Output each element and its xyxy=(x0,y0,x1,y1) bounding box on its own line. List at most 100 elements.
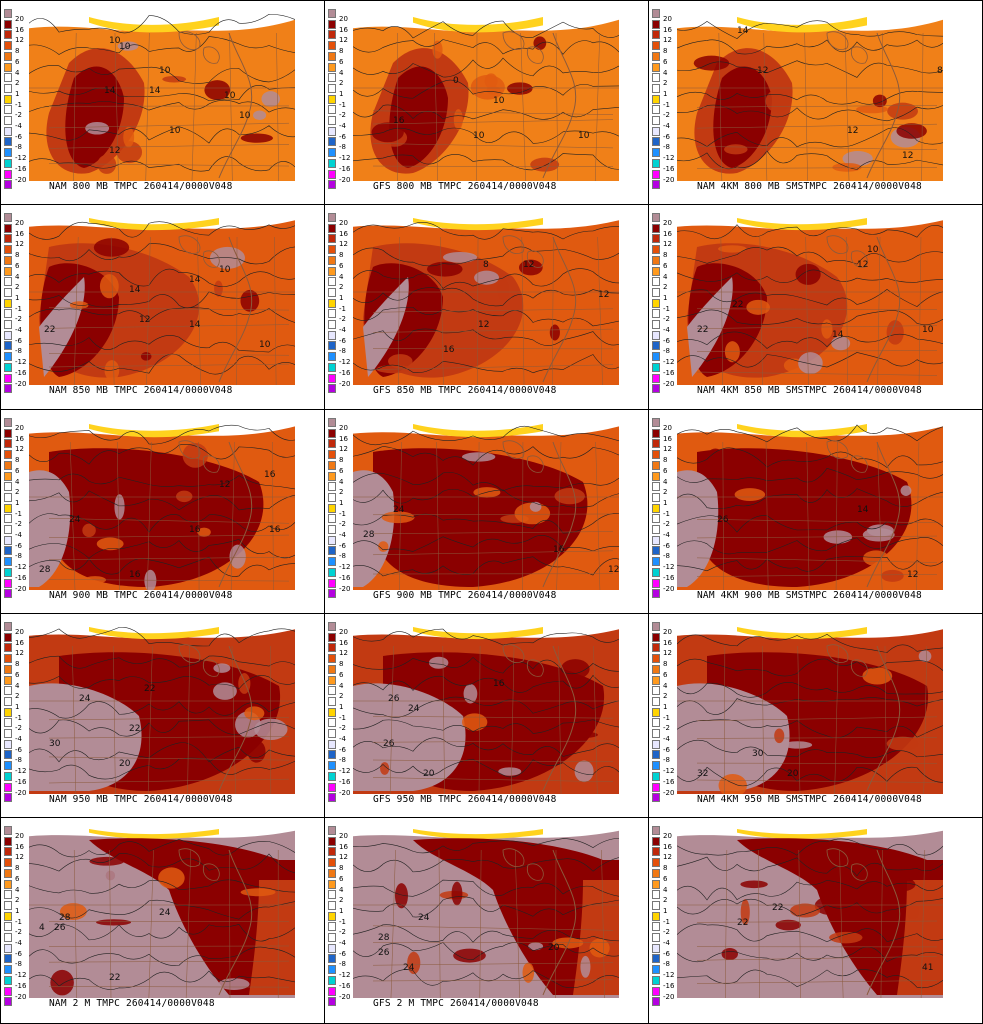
lake-outline xyxy=(850,455,868,473)
legend-swatch xyxy=(328,428,336,438)
state-line xyxy=(696,920,938,923)
field-blob xyxy=(765,89,791,113)
legend-label: 4 xyxy=(15,477,20,486)
legend-label: 12 xyxy=(339,853,348,862)
contour-label: 4 xyxy=(39,923,45,933)
lake-outline xyxy=(178,848,201,867)
legend-swatch xyxy=(328,83,336,93)
legend-swatch xyxy=(328,718,336,728)
contour-label: 8 xyxy=(483,260,489,270)
state-line xyxy=(230,441,235,590)
state-line xyxy=(696,146,938,150)
legend-label: 12 xyxy=(663,36,672,45)
field-blob xyxy=(428,656,449,669)
field-blob xyxy=(123,955,132,967)
legend-label: -20 xyxy=(663,992,675,1001)
field-blob xyxy=(140,351,152,361)
state-line xyxy=(48,163,290,167)
panel-caption: NAM 4KM 950 MB SMSTMPC 260414/0000V048 xyxy=(697,794,922,805)
field-blob xyxy=(821,319,833,339)
isotherm-contour xyxy=(677,488,943,510)
legend-label: -20 xyxy=(15,992,27,1001)
legend-label: -2 xyxy=(339,520,346,529)
isotherm-contour xyxy=(29,156,295,172)
legend-swatch xyxy=(652,73,660,83)
lake-outline xyxy=(202,250,220,268)
lake-outline xyxy=(178,31,201,50)
legend-swatch xyxy=(652,943,660,953)
contour-label: 12 xyxy=(139,315,150,325)
legend-swatch xyxy=(4,105,12,115)
field-blob xyxy=(518,259,543,276)
legend-label: 1 xyxy=(15,293,20,302)
coastline xyxy=(542,236,577,383)
contour-label: 24 xyxy=(69,515,81,525)
state-line xyxy=(372,979,614,982)
state-line xyxy=(521,236,525,385)
legend-label: 1 xyxy=(15,906,20,915)
legend-swatch xyxy=(652,450,660,460)
contour-label: 14 xyxy=(189,320,201,330)
legend-swatch xyxy=(652,954,660,964)
isotherm-contour xyxy=(677,90,943,105)
legend-swatch xyxy=(328,622,336,631)
legend-label: 12 xyxy=(15,853,24,862)
state-line xyxy=(73,32,77,181)
legend-label: 2 xyxy=(339,488,344,497)
contour-label: 10 xyxy=(259,340,271,350)
legend-swatch xyxy=(328,707,336,717)
temperature-map: 22 22 41 xyxy=(677,820,943,998)
field-blob xyxy=(856,105,889,114)
state-line xyxy=(147,645,153,794)
legend-label: 4 xyxy=(663,68,668,77)
legend-label: 6 xyxy=(339,874,344,883)
state-line xyxy=(372,759,614,763)
legend-swatch xyxy=(4,535,12,545)
legend-swatch xyxy=(652,922,660,932)
legend-swatch xyxy=(652,277,660,287)
field-blob xyxy=(114,494,125,520)
field-blob xyxy=(832,162,862,172)
color-legend: 20 16 12 8 6 4 2 1 -1 -2 -4 -6 -8 -12 -16 -20 xyxy=(4,826,30,1011)
legend-label: -16 xyxy=(15,777,27,786)
isotherm-contour xyxy=(29,655,295,669)
warm-coast xyxy=(249,880,295,995)
legend-label: 20 xyxy=(339,832,348,840)
legend-label: 12 xyxy=(663,240,672,249)
legend-label: 8 xyxy=(663,660,668,669)
legend-swatch xyxy=(652,255,660,265)
legend-swatch xyxy=(328,836,336,846)
legend-swatch xyxy=(328,169,336,179)
contour-label: 12 xyxy=(523,260,534,270)
legend-label: 2 xyxy=(663,283,668,292)
field-blob xyxy=(862,667,893,685)
legend-label: -16 xyxy=(339,981,351,990)
legend-swatch xyxy=(652,567,660,577)
legend-swatch xyxy=(328,546,336,556)
legend-label: 20 xyxy=(15,219,24,227)
legend-swatch xyxy=(4,137,12,147)
isotherm-contour xyxy=(29,335,295,353)
isotherm-contour xyxy=(677,946,943,963)
state-line xyxy=(389,645,394,794)
legend-swatch xyxy=(4,373,12,383)
temperature-map: 24 22 22 30 20 xyxy=(29,616,295,794)
legend-label: 16 xyxy=(663,229,672,238)
legend-swatch xyxy=(328,223,336,233)
legend-label: -20 xyxy=(339,379,351,388)
lake-outline xyxy=(526,863,544,881)
state-line xyxy=(147,441,152,590)
field-blob xyxy=(906,903,920,920)
isotherm-contour xyxy=(353,57,619,78)
legend-swatch xyxy=(652,503,660,513)
legend-label: -8 xyxy=(339,143,346,152)
legend-label: 8 xyxy=(15,864,20,873)
legend-label: 8 xyxy=(663,251,668,260)
legend-label: -2 xyxy=(15,111,22,120)
legend-swatch xyxy=(652,654,660,664)
hot-core xyxy=(49,448,264,587)
legend-label: -2 xyxy=(663,111,670,120)
isotherm-contour xyxy=(353,758,619,778)
field-blob xyxy=(82,523,96,538)
